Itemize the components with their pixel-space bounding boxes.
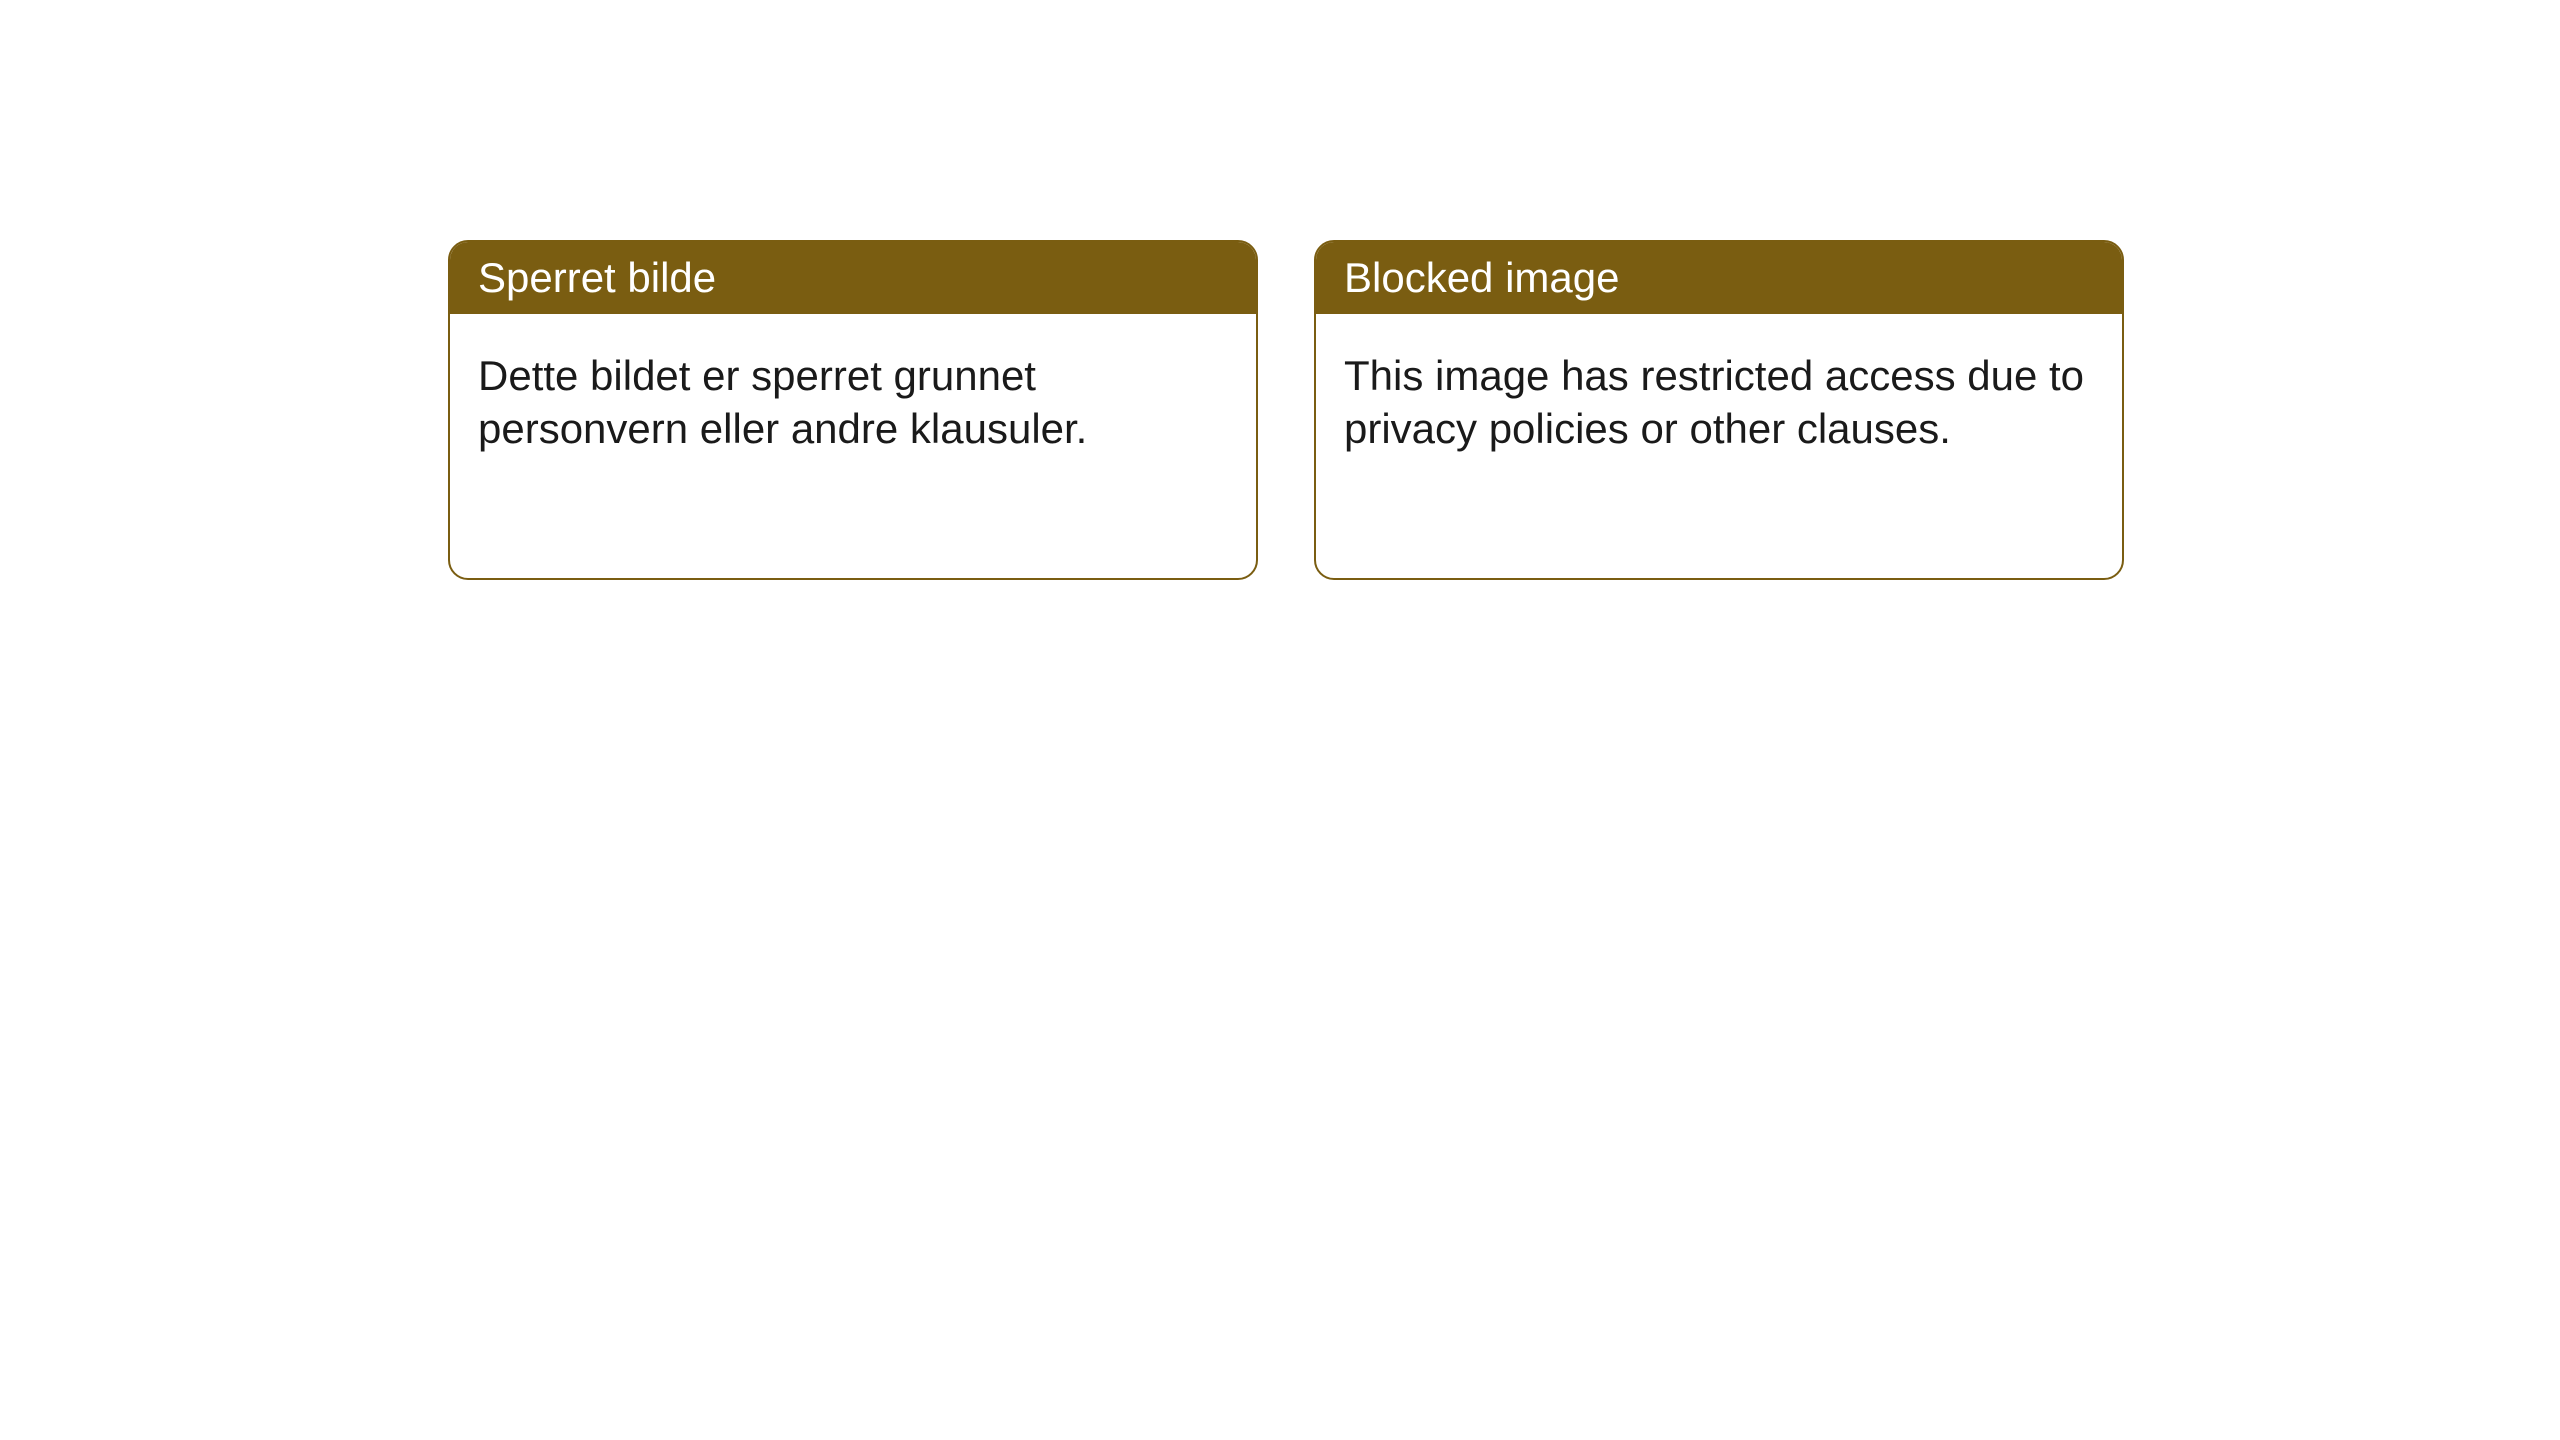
card-body: This image has restricted access due to … (1316, 314, 2122, 491)
card-header: Sperret bilde (450, 242, 1256, 314)
blocked-image-card-no: Sperret bilde Dette bildet er sperret gr… (448, 240, 1258, 580)
blocked-image-card-en: Blocked image This image has restricted … (1314, 240, 2124, 580)
card-body-text: This image has restricted access due to … (1344, 352, 2084, 452)
card-header: Blocked image (1316, 242, 2122, 314)
card-title: Sperret bilde (478, 254, 716, 301)
notice-container: Sperret bilde Dette bildet er sperret gr… (0, 0, 2560, 580)
card-body-text: Dette bildet er sperret grunnet personve… (478, 352, 1087, 452)
card-title: Blocked image (1344, 254, 1619, 301)
card-body: Dette bildet er sperret grunnet personve… (450, 314, 1256, 491)
